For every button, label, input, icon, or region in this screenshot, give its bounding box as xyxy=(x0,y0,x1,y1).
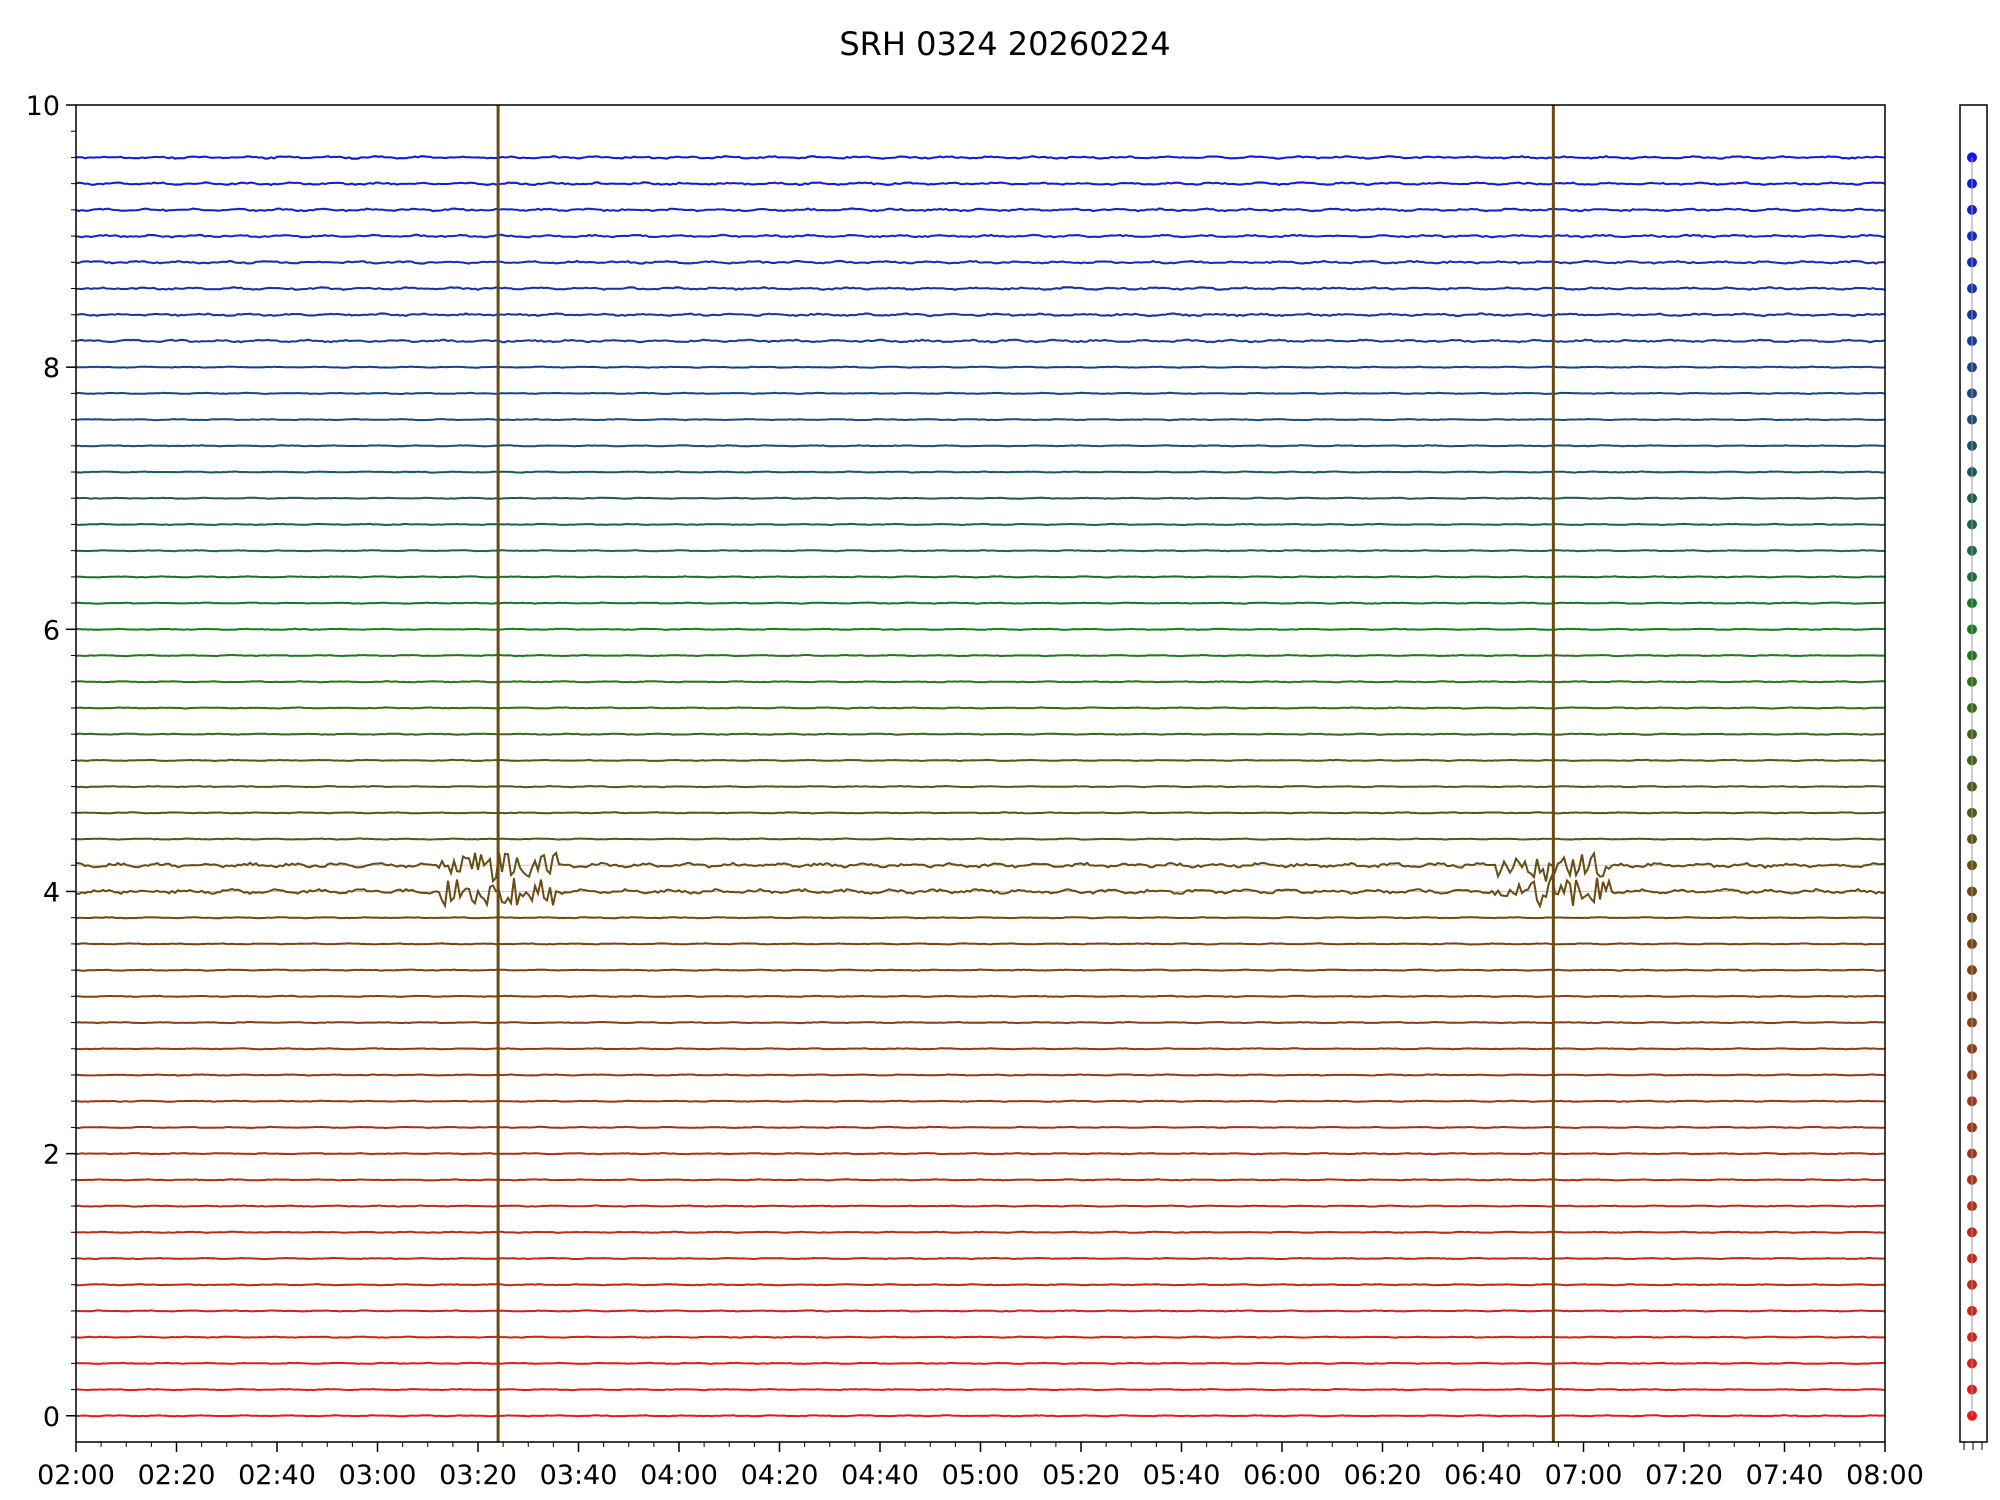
channel-trace xyxy=(75,837,1885,841)
y-axis: 0 2 4 6 8 10 xyxy=(26,91,76,1433)
x-tick-label: 03:40 xyxy=(540,1460,618,1491)
x-axis: 02:00 02:20 02:40 03:00 03:20 03:40 04:00 04:20… xyxy=(37,1442,1924,1491)
x-tick-label: 07:40 xyxy=(1746,1460,1824,1491)
x-tick-label: 07:00 xyxy=(1545,1460,1623,1491)
channel-trace xyxy=(75,1204,1885,1208)
channel-trace xyxy=(75,942,1886,946)
x-tick-label: 07:20 xyxy=(1645,1460,1723,1491)
channel-legend-strip xyxy=(1959,104,1988,1450)
channel-trace xyxy=(75,758,1886,763)
y-tick-label: 8 xyxy=(43,353,60,384)
x-tick-label: 02:40 xyxy=(238,1460,316,1491)
channel-trace xyxy=(75,1230,1886,1234)
legend-markers xyxy=(1963,152,1983,1450)
channel-trace xyxy=(75,968,1886,972)
channel-trace xyxy=(75,627,1886,631)
channel-trace xyxy=(76,994,1886,998)
channel-trace xyxy=(75,1178,1886,1182)
channel-trace xyxy=(75,338,1886,344)
channel-trace xyxy=(75,653,1886,658)
x-tick-label: 08:00 xyxy=(1846,1460,1924,1491)
channel-trace xyxy=(75,575,1886,579)
channel-trace xyxy=(75,1020,1886,1025)
channel-trace xyxy=(75,872,1886,909)
channel-trace xyxy=(76,1283,1885,1287)
channel-traces xyxy=(75,105,1886,1442)
x-tick-label: 05:00 xyxy=(942,1460,1020,1491)
x-tick-label: 06:00 xyxy=(1243,1460,1321,1491)
x-tick-label: 04:20 xyxy=(741,1460,819,1491)
y-tick-label: 2 xyxy=(43,1140,60,1171)
channel-trace xyxy=(75,1099,1886,1103)
channel-trace xyxy=(75,1073,1886,1077)
channel-trace xyxy=(75,1335,1885,1339)
channel-trace xyxy=(76,1256,1886,1261)
x-tick-label: 04:00 xyxy=(640,1460,718,1491)
channel-trace xyxy=(75,470,1886,474)
y-tick-label: 0 xyxy=(43,1402,60,1433)
x-tick-label: 06:20 xyxy=(1344,1460,1422,1491)
y-tick-label: 4 xyxy=(43,877,60,908)
y-tick-label: 6 xyxy=(43,615,60,646)
channel-trace xyxy=(75,417,1886,422)
channel-trace xyxy=(75,444,1886,448)
x-tick-label: 05:40 xyxy=(1143,1460,1221,1491)
channel-trace xyxy=(75,522,1886,527)
channel-trace xyxy=(75,1152,1886,1156)
channel-trace xyxy=(75,1047,1886,1051)
channel-trace xyxy=(75,850,1885,884)
channel-trace xyxy=(75,732,1886,736)
x-tick-label: 04:40 xyxy=(841,1460,919,1491)
x-tick-label: 03:20 xyxy=(439,1460,517,1491)
channel-trace xyxy=(75,1361,1885,1365)
channel-trace xyxy=(76,155,1886,160)
x-tick-label: 06:40 xyxy=(1444,1460,1522,1491)
channel-trace xyxy=(75,549,1886,553)
channel-trace xyxy=(75,365,1886,369)
plot-frame xyxy=(75,104,1886,1443)
x-tick-label: 05:20 xyxy=(1042,1460,1120,1491)
channel-trace xyxy=(75,1309,1886,1313)
x-tick-label: 03:00 xyxy=(339,1460,417,1491)
channel-trace xyxy=(76,259,1886,265)
channel-trace xyxy=(76,601,1885,605)
legend-frame xyxy=(1959,104,1988,1443)
channel-trace xyxy=(75,181,1886,187)
chart-title: SRH 0324 20260224 xyxy=(839,25,1170,63)
channel-trace xyxy=(76,1125,1885,1130)
y-tick-label: 10 xyxy=(26,91,60,122)
channel-trace xyxy=(75,811,1886,815)
channel-trace xyxy=(75,916,1886,920)
channel-trace xyxy=(76,1387,1886,1392)
channel-trace xyxy=(75,1414,1885,1418)
channel-trace xyxy=(75,784,1886,789)
channel-trace xyxy=(76,706,1886,710)
channel-trace xyxy=(75,312,1886,318)
x-tick-label: 02:20 xyxy=(138,1460,216,1491)
channel-trace xyxy=(75,680,1886,684)
channel-trace xyxy=(75,286,1886,291)
channel-trace xyxy=(75,233,1886,239)
channel-trace xyxy=(75,391,1886,396)
x-tick-label: 02:00 xyxy=(37,1460,115,1491)
channel-trace xyxy=(75,496,1886,500)
plot-area xyxy=(75,104,1886,1443)
channel-trace xyxy=(75,207,1886,213)
